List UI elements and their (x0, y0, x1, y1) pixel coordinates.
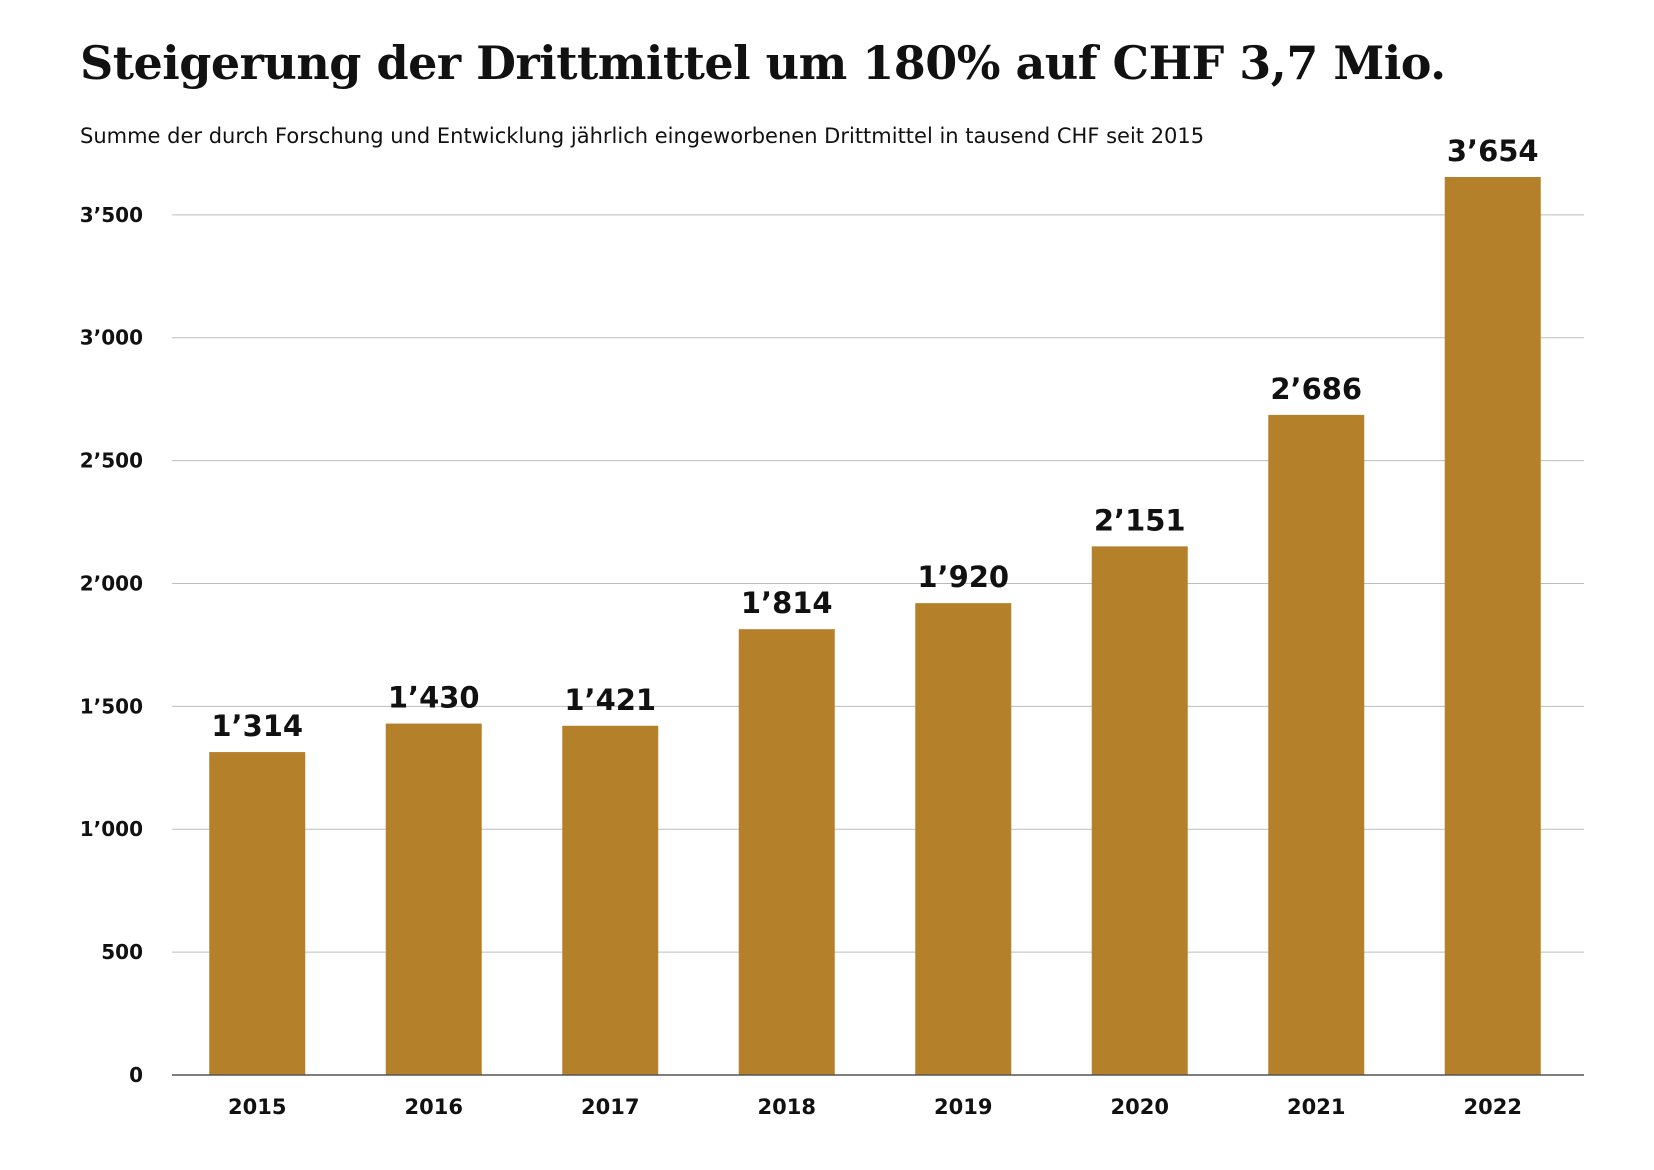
data-label-2017: 1’421 (564, 683, 656, 717)
bar-2022 (1444, 177, 1541, 1075)
y-tick-label: 2’000 (80, 571, 143, 595)
y-tick-label: 3’000 (80, 326, 143, 350)
y-tick-label: 1’500 (80, 694, 143, 718)
data-label-2021: 2’686 (1270, 372, 1362, 406)
data-labels: 1’314 1’430 1’421 1’814 1’920 2’151 2’686 3’654 (211, 134, 1538, 743)
y-tick-label: 2’500 (80, 449, 143, 473)
data-label-2020: 2’151 (1094, 503, 1186, 537)
grid-lines (172, 214, 1584, 953)
bar-2020 (1091, 546, 1188, 1075)
chart-subtitle: Summe der durch Forschung und Entwicklun… (80, 124, 1205, 148)
bar-2016 (385, 723, 482, 1075)
bar-2021 (1268, 414, 1365, 1076)
x-tick-label: 2022 (1464, 1095, 1522, 1119)
y-tick-label: 500 (101, 940, 143, 964)
x-tick-label: 2021 (1287, 1095, 1345, 1119)
x-tick-label: 2016 (405, 1095, 463, 1119)
x-axis-ticks: 2015 2016 2017 2018 2019 2020 2021 2022 (228, 1095, 1522, 1119)
x-tick-label: 2020 (1111, 1095, 1169, 1119)
chart-title: Steigerung der Drittmittel um 180% auf C… (80, 36, 1446, 90)
bar-2017 (562, 725, 659, 1075)
bar-2019 (915, 603, 1012, 1075)
bar-2015 (209, 752, 306, 1075)
x-tick-label: 2019 (934, 1095, 992, 1119)
data-label-2019: 1’920 (917, 560, 1009, 594)
x-tick-label: 2017 (581, 1095, 639, 1119)
bars (209, 177, 1541, 1076)
x-tick-label: 2018 (758, 1095, 816, 1119)
data-label-2018: 1’814 (741, 586, 833, 620)
data-label-2015: 1’314 (211, 709, 303, 743)
bar-2018 (738, 629, 835, 1075)
y-tick-label: 0 (129, 1063, 143, 1087)
y-tick-label: 1’000 (80, 817, 143, 841)
y-axis-ticks: 0 500 1’000 1’500 2’000 2’500 3’000 3’500 (80, 203, 143, 1087)
y-tick-label: 3’500 (80, 203, 143, 227)
data-label-2016: 1’430 (388, 681, 480, 715)
x-tick-label: 2015 (228, 1095, 286, 1119)
data-label-2022: 3’654 (1447, 134, 1539, 168)
